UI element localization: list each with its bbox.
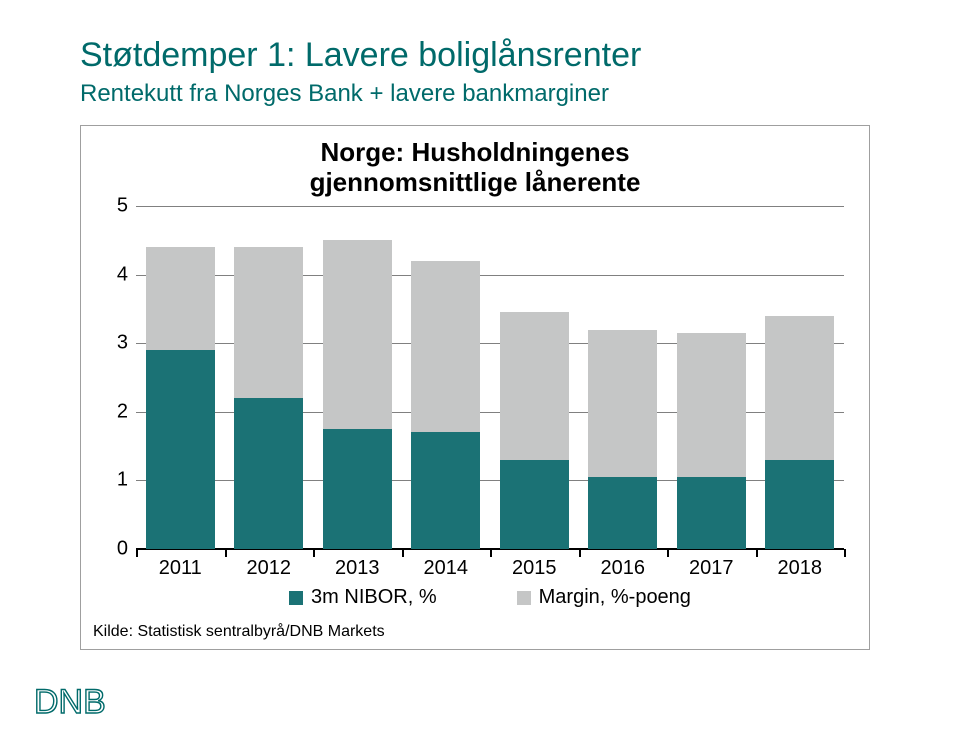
bar-segment-nibor — [765, 460, 834, 549]
chart-title: Norge: Husholdningenes gjennomsnittlige … — [81, 138, 869, 198]
bar-segment-nibor — [234, 398, 303, 549]
bar — [677, 206, 746, 549]
bar-segment-margin — [765, 316, 834, 460]
bar-segment-nibor — [588, 477, 657, 549]
legend-label-margin: Margin, %-poeng — [539, 586, 691, 609]
x-axis-label: 2015 — [512, 557, 557, 580]
bar-segment-margin — [323, 240, 392, 429]
bar-segment-margin — [146, 247, 215, 350]
x-tick — [667, 549, 669, 557]
y-axis-label: 5 — [117, 195, 128, 218]
bar-segment-nibor — [323, 429, 392, 549]
bar — [146, 206, 215, 549]
chart-title-line1: Norge: Husholdningenes — [320, 137, 629, 167]
legend-item-nibor: 3m NIBOR, % — [289, 586, 437, 609]
chart-frame: Norge: Husholdningenes gjennomsnittlige … — [80, 125, 870, 650]
chart-source: Kilde: Statistisk sentralbyrå/DNB Market… — [93, 623, 385, 641]
x-tick — [756, 549, 758, 557]
chart-plot-area: 01234520112012201320142015201620172018 — [136, 206, 844, 549]
y-axis-label: 1 — [117, 469, 128, 492]
logo-text: DNB — [34, 683, 106, 721]
x-axis-label: 2018 — [778, 557, 823, 580]
legend-label-nibor: 3m NIBOR, % — [311, 586, 437, 609]
slide-subtitle: Rentekutt fra Norges Bank + lavere bankm… — [80, 80, 609, 108]
bar-segment-nibor — [677, 477, 746, 549]
bar — [411, 206, 480, 549]
bar-segment-nibor — [146, 350, 215, 549]
x-tick — [490, 549, 492, 557]
x-tick — [225, 549, 227, 557]
bar-segment-margin — [411, 261, 480, 433]
y-axis-label: 3 — [117, 332, 128, 355]
x-tick — [844, 549, 846, 557]
x-tick — [402, 549, 404, 557]
x-axis-label: 2011 — [159, 557, 202, 580]
bar-segment-margin — [677, 333, 746, 477]
bar-segment-margin — [234, 247, 303, 398]
slide: Støtdemper 1: Lavere boliglånsrenter Ren… — [0, 0, 960, 756]
legend-swatch-nibor — [289, 591, 303, 605]
bar-segment-nibor — [500, 460, 569, 549]
x-axis-label: 2013 — [335, 557, 380, 580]
bar-segment-margin — [588, 330, 657, 477]
dnb-logo: DNB — [32, 679, 142, 730]
bar — [500, 206, 569, 549]
x-axis-label: 2014 — [424, 557, 469, 580]
bar — [323, 206, 392, 549]
x-tick — [136, 549, 138, 557]
bar — [765, 206, 834, 549]
x-tick — [313, 549, 315, 557]
slide-title: Støtdemper 1: Lavere boliglånsrenter — [80, 36, 641, 75]
legend-item-margin: Margin, %-poeng — [517, 586, 691, 609]
x-tick — [579, 549, 581, 557]
bar-segment-margin — [500, 312, 569, 459]
y-axis-label: 4 — [117, 263, 128, 286]
x-axis-label: 2016 — [601, 557, 646, 580]
y-axis-label: 0 — [117, 538, 128, 561]
x-axis-label: 2017 — [689, 557, 734, 580]
chart-title-line2: gjennomsnittlige lånerente — [310, 167, 641, 197]
y-axis-label: 2 — [117, 400, 128, 423]
legend-swatch-margin — [517, 591, 531, 605]
bar-segment-nibor — [411, 432, 480, 549]
x-axis-label: 2012 — [247, 557, 292, 580]
legend: 3m NIBOR, % Margin, %-poeng — [136, 586, 844, 609]
bar — [234, 206, 303, 549]
bar — [588, 206, 657, 549]
